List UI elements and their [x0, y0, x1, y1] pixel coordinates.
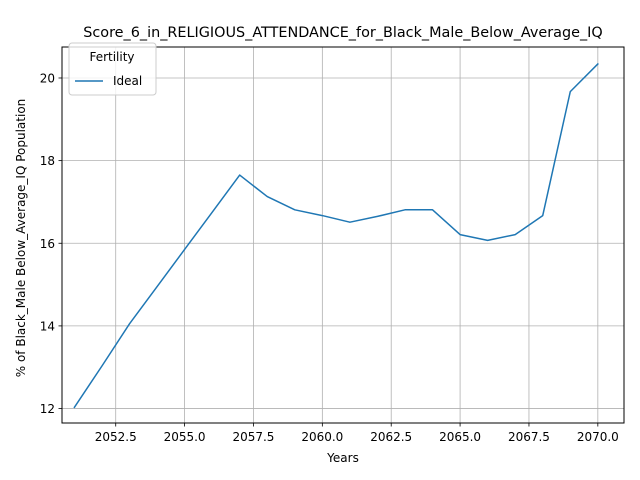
plot-frame [61, 46, 625, 424]
series-layer [73, 62, 599, 409]
x-axis-label: Years [326, 451, 359, 465]
x-tick-label: 2052.5 [95, 430, 137, 444]
legend-box [68, 42, 157, 96]
x-tick-label: 2060.0 [301, 430, 343, 444]
y-axis-label: % of Black_Male Below_Average_IQ Populat… [14, 99, 28, 378]
y-axis: 12 14 16 18 20 [40, 71, 62, 416]
x-axis: 2052.5 2055.0 2057.5 2060.0 2062.5 2065.0 2067… [95, 423, 619, 444]
y-tick-label: 18 [40, 154, 55, 168]
legend-title: Fertility [89, 50, 134, 64]
x-tick-label: 2067.5 [508, 430, 550, 444]
chart-title: Score_6_in_RELIGIOUS_ATTENDANCE_for_Blac… [83, 25, 603, 41]
x-tick-label: 2065.0 [439, 430, 481, 444]
x-tick-label: 2055.0 [164, 430, 206, 444]
y-tick-label: 12 [40, 402, 55, 416]
x-tick-label: 2070.0 [577, 430, 619, 444]
y-tick-label: 16 [40, 237, 55, 251]
y-tick-label: 14 [40, 319, 55, 333]
series-line-ideal [73, 62, 599, 409]
x-tick-label: 2062.5 [370, 430, 412, 444]
legend-label-ideal: Ideal [113, 74, 142, 88]
y-tick-label: 20 [40, 71, 55, 85]
x-tick-label: 2057.5 [232, 430, 274, 444]
grid [62, 47, 624, 423]
legend: Fertility Ideal [68, 42, 157, 96]
